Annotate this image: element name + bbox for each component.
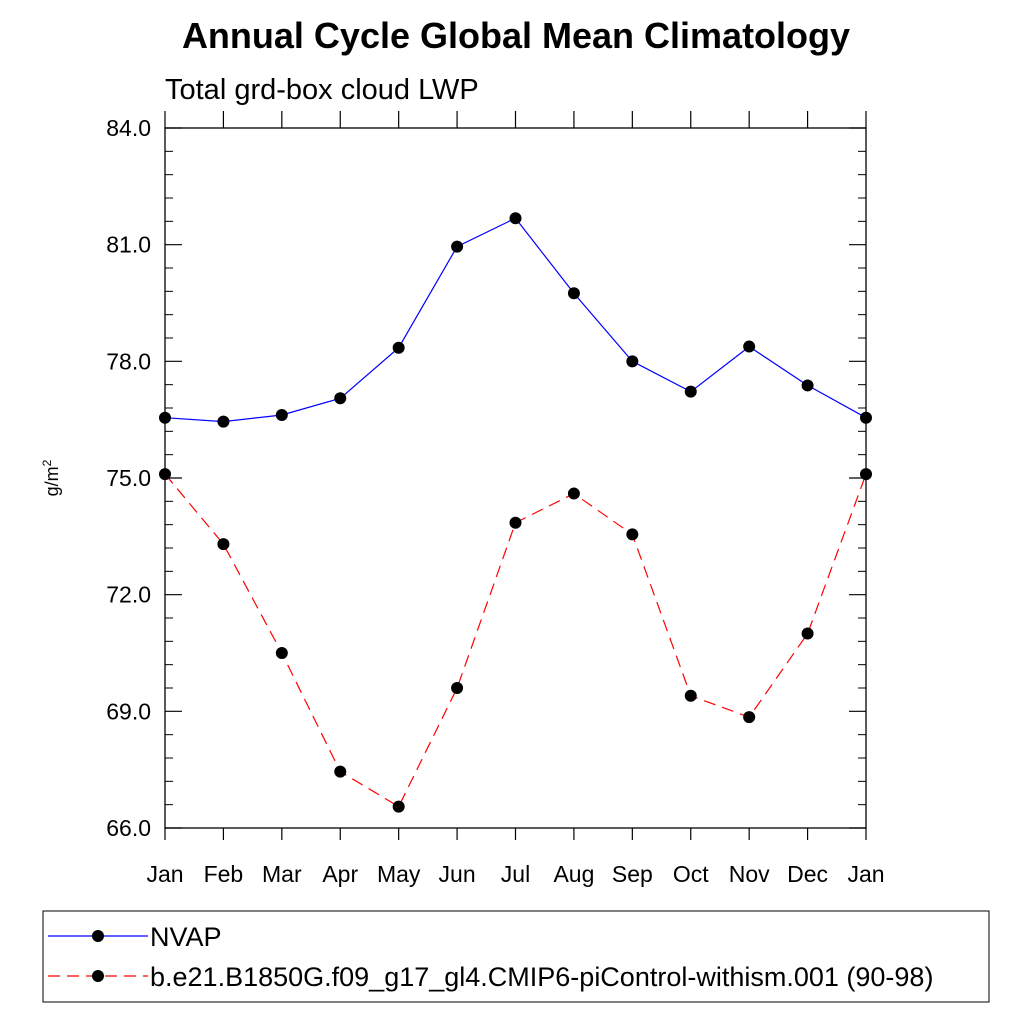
- legend-label-nvap: NVAP: [150, 922, 222, 952]
- x-tick-label: May: [377, 861, 421, 887]
- series-2-point: [392, 800, 405, 813]
- series-1-point: [334, 392, 347, 405]
- y-tick-label: 84.0: [106, 115, 151, 141]
- plot-frame: [164, 127, 867, 829]
- series-2-point: [275, 647, 288, 659]
- series-2-point: [626, 528, 639, 541]
- y-axis-label-base: g/m: [42, 466, 62, 496]
- y-tick-label: 81.0: [106, 232, 151, 258]
- series-1-point: [860, 411, 872, 424]
- axis-ticks: [164, 111, 867, 840]
- legend-item-2: b.e21.B1850G.f09_g17_gl4.CMIP6-piControl…: [48, 962, 933, 992]
- x-tick-label: Jan: [847, 861, 884, 887]
- series-2-point: [860, 468, 872, 481]
- x-tick-label: Oct: [673, 861, 709, 887]
- y-tick-labels: 66.0 69.0 72.0 75.0 78.0 81.0 84.0: [106, 115, 151, 841]
- chart-subtitle: Total grd-box cloud LWP: [165, 74, 479, 106]
- legend-marker-model: [92, 970, 104, 982]
- series-2-point: [743, 711, 756, 724]
- y-tick-label: 72.0: [106, 582, 151, 608]
- series-2-point: [801, 627, 814, 640]
- series-2-point: [684, 689, 697, 702]
- series-layer: [159, 212, 872, 813]
- series-1-point: [275, 409, 288, 421]
- y-tick-label: 75.0: [106, 465, 151, 491]
- series-1-point: [801, 379, 814, 392]
- chart-title: Annual Cycle Global Mean Climatology: [182, 15, 850, 56]
- series-2-point: [451, 682, 464, 694]
- series-2-point: [334, 765, 347, 778]
- legend-item-1: NVAP: [48, 922, 222, 952]
- y-axis-label: g/m2: [40, 459, 62, 496]
- x-tick-label: Aug: [553, 861, 594, 887]
- x-tick-label: Jun: [439, 861, 476, 887]
- x-tick-label: Feb: [204, 861, 244, 887]
- series-2-point: [159, 468, 171, 481]
- y-tick-label: 69.0: [106, 698, 151, 724]
- x-tick-label: Jul: [501, 861, 530, 887]
- series-line-1: [164, 217, 867, 423]
- series-1-point: [509, 212, 522, 225]
- x-tick-label: Sep: [612, 861, 653, 887]
- y-tick-label: 78.0: [106, 348, 151, 374]
- x-tick-label: Apr: [322, 861, 358, 887]
- series-1-point: [684, 385, 697, 398]
- series-1-point: [451, 240, 464, 253]
- series-2-point: [509, 516, 522, 529]
- y-axis-label-superscript: 2: [40, 459, 54, 466]
- series-1-point: [626, 355, 639, 368]
- x-tick-labels: Jan Feb Mar Apr May Jun Jul Aug Sep Oct Nov Dec Jan: [146, 861, 884, 887]
- series-2-point: [217, 538, 230, 551]
- series-1-point: [743, 340, 756, 353]
- x-tick-label: Mar: [262, 861, 302, 887]
- legend-box: [42, 910, 990, 1003]
- y-tick-label: 66.0: [106, 815, 151, 841]
- series-1-point: [159, 411, 171, 424]
- series-1-point: [567, 287, 580, 300]
- x-tick-label: Dec: [787, 861, 828, 887]
- series-1-point: [392, 341, 405, 354]
- series-2-point: [567, 487, 580, 500]
- series-1-point: [217, 415, 230, 428]
- legend-marker-nvap: [92, 930, 104, 942]
- legend-label-model: b.e21.B1850G.f09_g17_gl4.CMIP6-piControl…: [150, 962, 933, 992]
- x-tick-label: Nov: [729, 861, 770, 887]
- x-tick-label: Jan: [146, 861, 183, 887]
